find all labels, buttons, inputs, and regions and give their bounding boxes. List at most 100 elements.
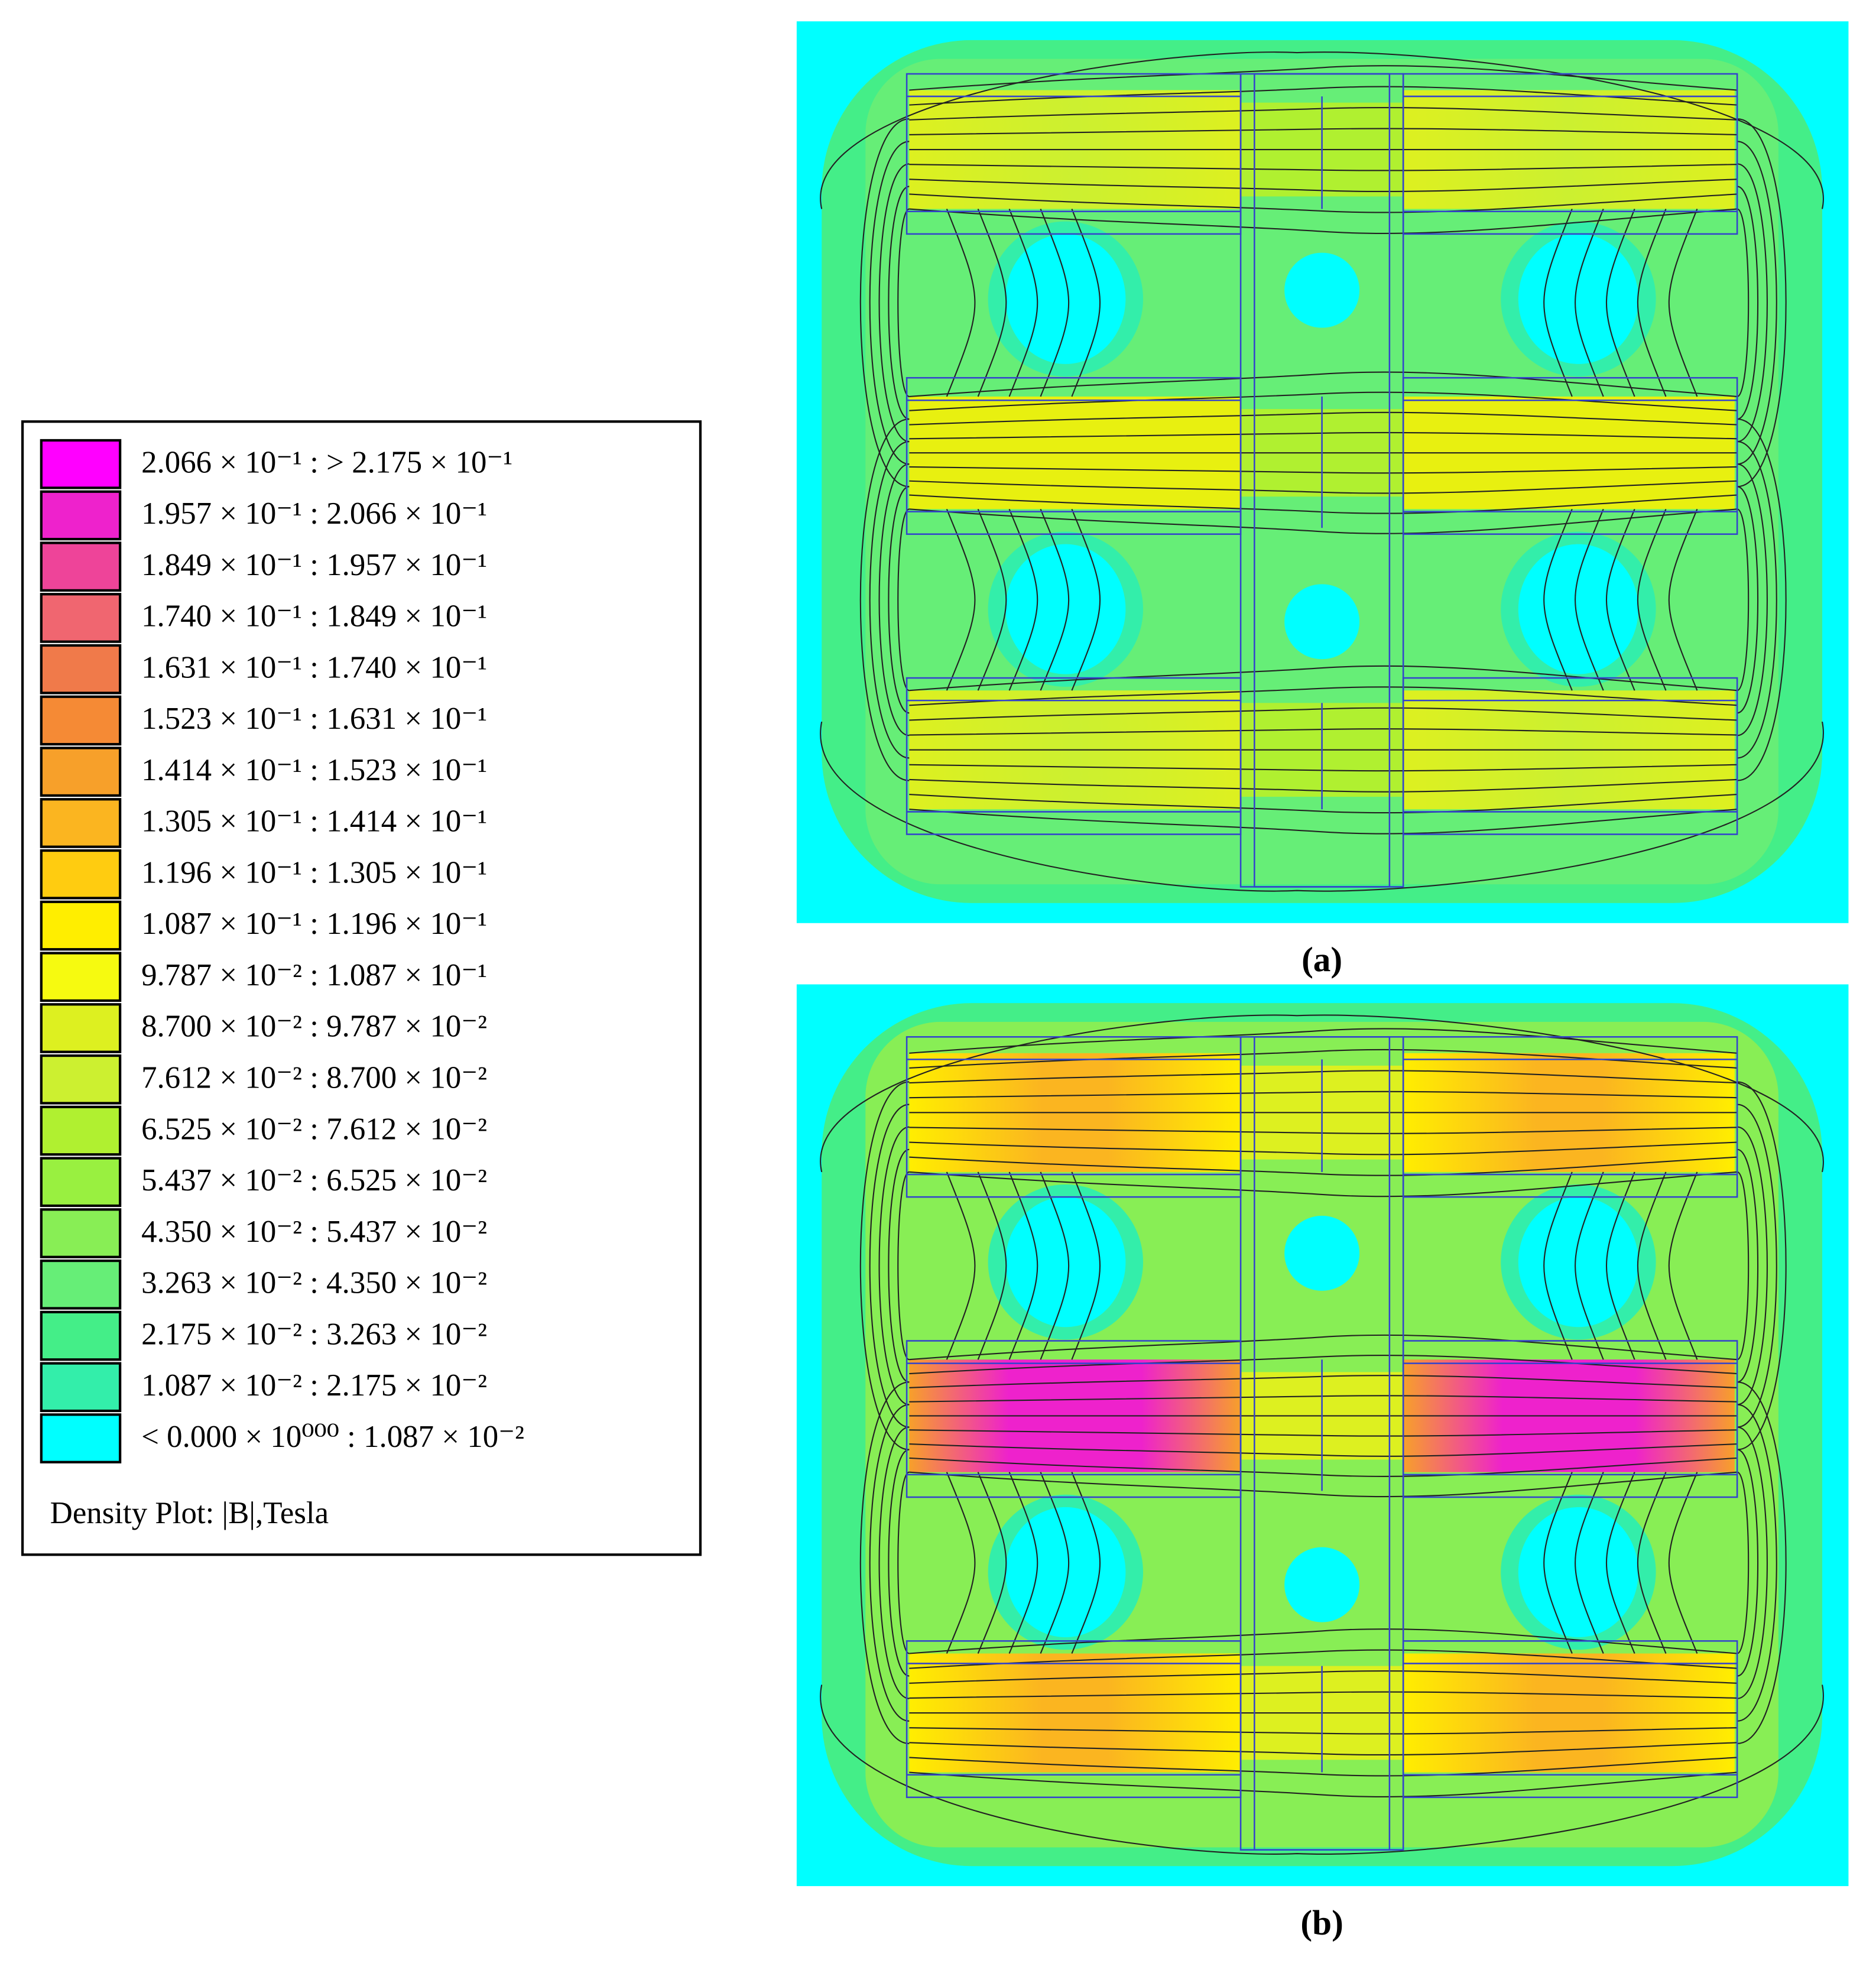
flux-loop	[820, 51, 1824, 209]
flux-line	[909, 686, 1738, 706]
flux-loop	[1737, 208, 1750, 397]
legend-swatch	[40, 1413, 122, 1463]
flux-loop	[1575, 1472, 1604, 1654]
flux-line	[909, 1171, 1738, 1197]
flux-loop	[946, 1171, 976, 1360]
legend-label: 9.787 × 10⁻² : 1.087 × 10⁻¹	[141, 958, 487, 992]
flux-loop	[946, 209, 976, 397]
flux-loop	[1737, 463, 1768, 736]
legend-swatch	[40, 1157, 122, 1208]
flux-loop	[888, 1449, 910, 1677]
flux-loop	[1637, 1171, 1667, 1360]
low-field	[1284, 1547, 1360, 1622]
flux-loop	[897, 508, 910, 692]
flux-loop	[1575, 1171, 1604, 1360]
flux-loop	[1040, 508, 1070, 691]
legend-swatch	[40, 1259, 122, 1310]
legend-label: 4.350 × 10⁻² : 5.437 × 10⁻²	[141, 1215, 487, 1249]
flux-loop	[1737, 1471, 1750, 1654]
legend-label: 1.414 × 10⁻¹ : 1.523 × 10⁻¹	[141, 753, 487, 787]
flux-loop	[1040, 1171, 1070, 1360]
flux-loop	[859, 1381, 910, 1744]
flux-loop	[1737, 1171, 1750, 1361]
legend-label: 2.175 × 10⁻² : 3.263 × 10⁻²	[141, 1317, 487, 1351]
flux-loop	[1668, 209, 1698, 397]
legend-swatch	[40, 952, 122, 1002]
flux-loop	[1737, 486, 1759, 714]
flux-loop	[1543, 209, 1573, 397]
legend-label: 2.066 × 10⁻¹ : > 2.175 × 10⁻¹	[141, 445, 512, 479]
flux-loop	[888, 486, 910, 714]
legend-swatch	[40, 1105, 122, 1156]
flux-line	[909, 1628, 1738, 1654]
flux-loop	[977, 1171, 1007, 1360]
flux-loop	[878, 1426, 910, 1699]
legend-title: Density Plot: |B|,Tesla	[50, 1496, 329, 1530]
legend-label: 6.525 × 10⁻² : 7.612 × 10⁻²	[141, 1112, 487, 1146]
flux-loop	[1737, 508, 1750, 692]
outline	[1254, 1036, 1391, 1851]
legend-label: 1.087 × 10⁻² : 2.175 × 10⁻²	[141, 1368, 487, 1403]
flux-loop	[946, 508, 976, 691]
legend-label: 1.849 × 10⁻¹ : 1.957 × 10⁻¹	[141, 548, 487, 582]
flux-loop	[1737, 418, 1787, 781]
flux-loop	[1737, 441, 1777, 759]
flux-loop	[1637, 508, 1667, 691]
legend-swatch	[40, 490, 122, 541]
low-field	[1518, 233, 1638, 364]
flux-loop	[977, 508, 1007, 691]
low-field	[1518, 1507, 1638, 1637]
flux-loop	[1606, 209, 1635, 397]
flux-loop	[1543, 1171, 1573, 1360]
flux-loop	[1606, 1472, 1635, 1654]
flux-line	[909, 371, 1738, 397]
flux-line	[909, 1649, 1738, 1669]
flux-loop	[869, 141, 910, 465]
flux-loop	[1575, 508, 1604, 691]
legend-label: 1.740 × 10⁻¹ : 1.849 × 10⁻¹	[141, 599, 487, 634]
flux-loop	[1737, 186, 1759, 420]
flux-line	[909, 1156, 1738, 1176]
flux-line	[909, 1757, 1738, 1777]
flux-line	[909, 193, 1738, 213]
legend-label: 1.631 × 10⁻¹ : 1.740 × 10⁻¹	[141, 650, 487, 684]
flux-loop	[1737, 1426, 1768, 1699]
legend-label: 1.305 × 10⁻¹ : 1.414 × 10⁻¹	[141, 804, 487, 839]
legend-swatch	[40, 644, 122, 694]
low-field	[1284, 1215, 1360, 1291]
flux-loop	[1008, 1472, 1038, 1654]
flux-loop	[1737, 1449, 1759, 1677]
flux-loop	[820, 1685, 1824, 1855]
flux-loop	[1543, 1472, 1573, 1654]
flux-loop	[1668, 508, 1698, 691]
flux-loop	[897, 208, 910, 397]
low-field	[1518, 1197, 1638, 1328]
flux-loop	[888, 1148, 910, 1383]
flux-loop	[1575, 209, 1604, 397]
legend-label: 1.087 × 10⁻¹ : 1.196 × 10⁻¹	[141, 907, 487, 941]
legend-swatch	[40, 747, 122, 797]
legend-swatch	[40, 1208, 122, 1258]
flux-loop	[1008, 508, 1038, 691]
legend-label: 7.612 × 10⁻² : 8.700 × 10⁻²	[141, 1061, 487, 1095]
flux-line	[909, 1471, 1738, 1498]
legend-label: 5.437 × 10⁻² : 6.525 × 10⁻²	[141, 1163, 487, 1197]
flux-loop	[977, 1472, 1007, 1654]
flux-loop	[869, 441, 910, 759]
flux-loop	[1606, 1171, 1635, 1360]
legend-box	[21, 420, 702, 1556]
low-field	[1005, 544, 1126, 674]
flux-loop	[1008, 209, 1038, 397]
flux-loop	[1737, 141, 1777, 465]
legend-swatch	[40, 1054, 122, 1105]
low-field	[1518, 544, 1638, 674]
flux-loop	[1637, 209, 1667, 397]
legend-swatch	[40, 1362, 122, 1413]
legend-swatch	[40, 695, 122, 746]
flux-loop	[869, 1404, 910, 1722]
flux-loop	[1040, 209, 1070, 397]
flux-loop	[888, 186, 910, 420]
legend-swatch	[40, 593, 122, 643]
